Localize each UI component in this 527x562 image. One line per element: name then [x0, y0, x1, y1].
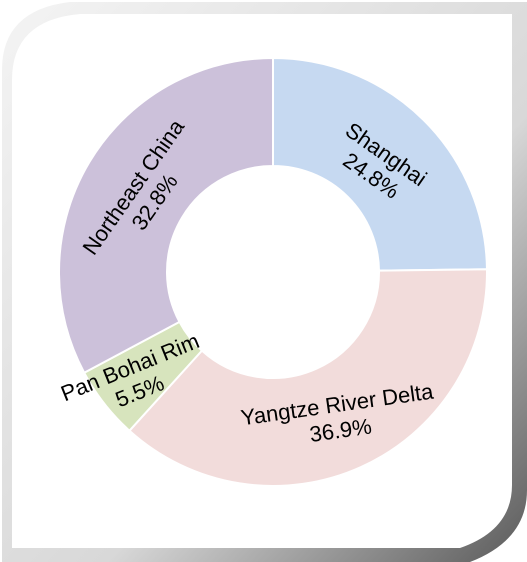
slice	[272, 56, 488, 272]
plot: Shanghai24.8%Yangtze River Delta36.9%Pan…	[57, 56, 488, 488]
slice	[128, 268, 488, 488]
slice	[58, 56, 274, 375]
